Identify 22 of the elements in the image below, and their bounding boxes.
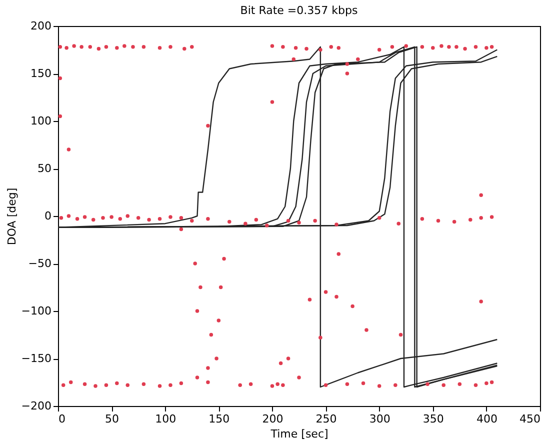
x-tick-label: 150 xyxy=(208,412,230,426)
x-tick-label: 450 xyxy=(520,412,540,426)
x-tick-label: 200 xyxy=(262,412,284,426)
y-tick-label: 200 xyxy=(30,20,52,32)
x-tick-label: 350 xyxy=(422,412,444,426)
y-tick-label: −50 xyxy=(28,257,52,270)
y-tick-label: −100 xyxy=(21,304,52,318)
x-axis-title: Time [sec] xyxy=(270,428,328,440)
x-tick-label: 100 xyxy=(155,412,176,426)
y-tick-label: −200 xyxy=(21,400,52,412)
y-tick-label: 50 xyxy=(38,162,52,175)
chart-title: Bit Rate =0.357 kbps xyxy=(240,4,358,17)
x-tick-label: 300 xyxy=(369,412,390,426)
y-tick-label: −150 xyxy=(21,352,52,365)
x-tick-label: 0 xyxy=(58,412,66,426)
y-tick-label: 150 xyxy=(30,67,52,80)
x-tick-label: 250 xyxy=(316,412,337,426)
y-tick-label: 100 xyxy=(30,114,52,128)
y-axis-title: DOA [deg] xyxy=(5,188,18,246)
x-tick-label: 400 xyxy=(476,412,498,426)
x-tick-label: 50 xyxy=(105,412,120,426)
y-tick-label: 0 xyxy=(44,210,52,222)
